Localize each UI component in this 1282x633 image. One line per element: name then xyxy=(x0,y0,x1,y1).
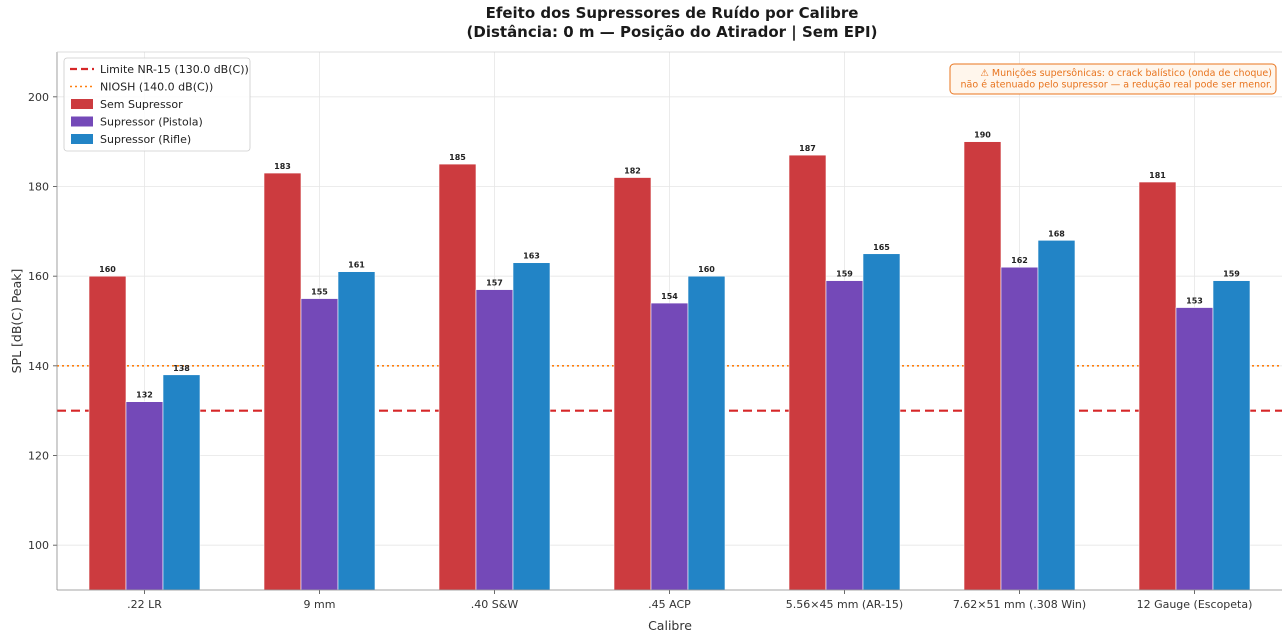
legend-swatch xyxy=(71,99,93,109)
data-label: 153 xyxy=(1186,297,1203,306)
axes: 100 120 140 160 180 200 .22 LR 9 mm .40 S&W .45 A… xyxy=(28,51,1282,611)
annotation-line: ⚠ Munições supersônicas: o crack balísti… xyxy=(980,68,1272,79)
bar-3-3 xyxy=(512,262,551,591)
bar-2-5 xyxy=(825,280,864,591)
legend-box xyxy=(63,57,251,152)
data-label: 160 xyxy=(99,265,116,274)
bar-2-1 xyxy=(125,401,164,591)
x-tick-label: .45 ACP xyxy=(648,598,691,611)
legend-label: NIOSH (140.0 dB(C)) xyxy=(100,81,213,94)
y-tick-label: 100 xyxy=(28,539,49,552)
y-tick-label: 120 xyxy=(28,450,49,463)
x-axis-label: Calibre xyxy=(648,618,692,633)
data-label: 132 xyxy=(136,391,153,400)
data-label: 161 xyxy=(348,261,365,270)
data-label: 165 xyxy=(873,243,890,252)
reference-lines xyxy=(57,365,1282,412)
bar-1-1 xyxy=(88,275,127,591)
y-tick-label: 180 xyxy=(28,181,49,194)
bar-2-2 xyxy=(300,298,339,591)
data-label: 190 xyxy=(974,131,991,140)
data-label: 183 xyxy=(274,162,291,171)
annotation-frame xyxy=(949,63,1277,95)
bar-1-7 xyxy=(1138,181,1177,591)
data-label: 187 xyxy=(799,144,816,153)
data-label: 181 xyxy=(1149,171,1166,180)
x-tick-label: .40 S&W xyxy=(471,598,519,611)
bar-3-7 xyxy=(1212,280,1251,591)
x-tick-label: 7.62×51 mm (.308 Win) xyxy=(953,598,1086,611)
bar-3-5 xyxy=(862,253,901,591)
data-label: 138 xyxy=(173,364,190,373)
bar-3-4 xyxy=(687,275,726,591)
bar-2-3 xyxy=(475,289,514,591)
chart-title: Efeito dos Supressores de Ruído por Cali… xyxy=(486,4,859,22)
data-label: 157 xyxy=(486,279,503,288)
annotation-box: ⚠ Munições supersônicas: o crack balísti… xyxy=(949,63,1277,95)
data-label: 162 xyxy=(1011,256,1028,265)
bar-2-7 xyxy=(1175,307,1214,591)
x-tick-label: .22 LR xyxy=(127,598,162,611)
y-tick-label: 200 xyxy=(28,91,49,104)
x-tick-label: 9 mm xyxy=(304,598,336,611)
legend-label: Supressor (Pistola) xyxy=(100,116,203,129)
legend-label: Supressor (Rifle) xyxy=(100,133,191,146)
bar-3-2 xyxy=(337,271,376,591)
data-label: 155 xyxy=(311,288,328,297)
data-label: 185 xyxy=(449,153,466,162)
data-labels: 160 183 185 182 187 190 181 132 155 157 154 159 162 1… xyxy=(99,131,1240,400)
bar-1-4 xyxy=(613,177,652,591)
legend-swatch xyxy=(71,134,93,144)
data-label: 160 xyxy=(698,265,715,274)
y-tick-label: 160 xyxy=(28,270,49,283)
bar-1-6 xyxy=(963,141,1002,591)
legend-label: Sem Supressor xyxy=(100,98,183,111)
data-label: 159 xyxy=(836,270,853,279)
bar-1-3 xyxy=(438,163,477,591)
bar-2-4 xyxy=(650,302,689,591)
bars-layer xyxy=(88,141,1251,591)
data-label: 154 xyxy=(661,292,678,301)
bar-1-2 xyxy=(263,172,302,591)
legend-label: Limite NR-15 (130.0 dB(C)) xyxy=(100,63,249,76)
legend-swatch xyxy=(71,116,93,127)
x-tick-label: 5.56×45 mm (AR-15) xyxy=(786,598,903,611)
data-label: 159 xyxy=(1223,270,1240,279)
x-tick-label: 12 Gauge (Escopeta) xyxy=(1137,598,1253,611)
data-label: 163 xyxy=(523,252,540,261)
annotation-line: não é atenuado pelo supressor — a reduçã… xyxy=(961,80,1272,91)
data-label: 168 xyxy=(1048,229,1065,238)
chart-subtitle: (Distância: 0 m — Posição do Atirador | … xyxy=(467,23,878,42)
y-tick-label: 140 xyxy=(28,360,49,373)
y-axis-label: SPL [dB(C) Peak] xyxy=(9,269,24,374)
bar-1-5 xyxy=(788,154,827,591)
bar-2-6 xyxy=(1000,266,1039,591)
bar-3-6 xyxy=(1037,240,1076,591)
legend: Limite NR-15 (130.0 dB(C)) NIOSH (140.0 d… xyxy=(63,57,251,152)
data-label: 182 xyxy=(624,167,641,176)
bar-3-1 xyxy=(162,374,201,591)
